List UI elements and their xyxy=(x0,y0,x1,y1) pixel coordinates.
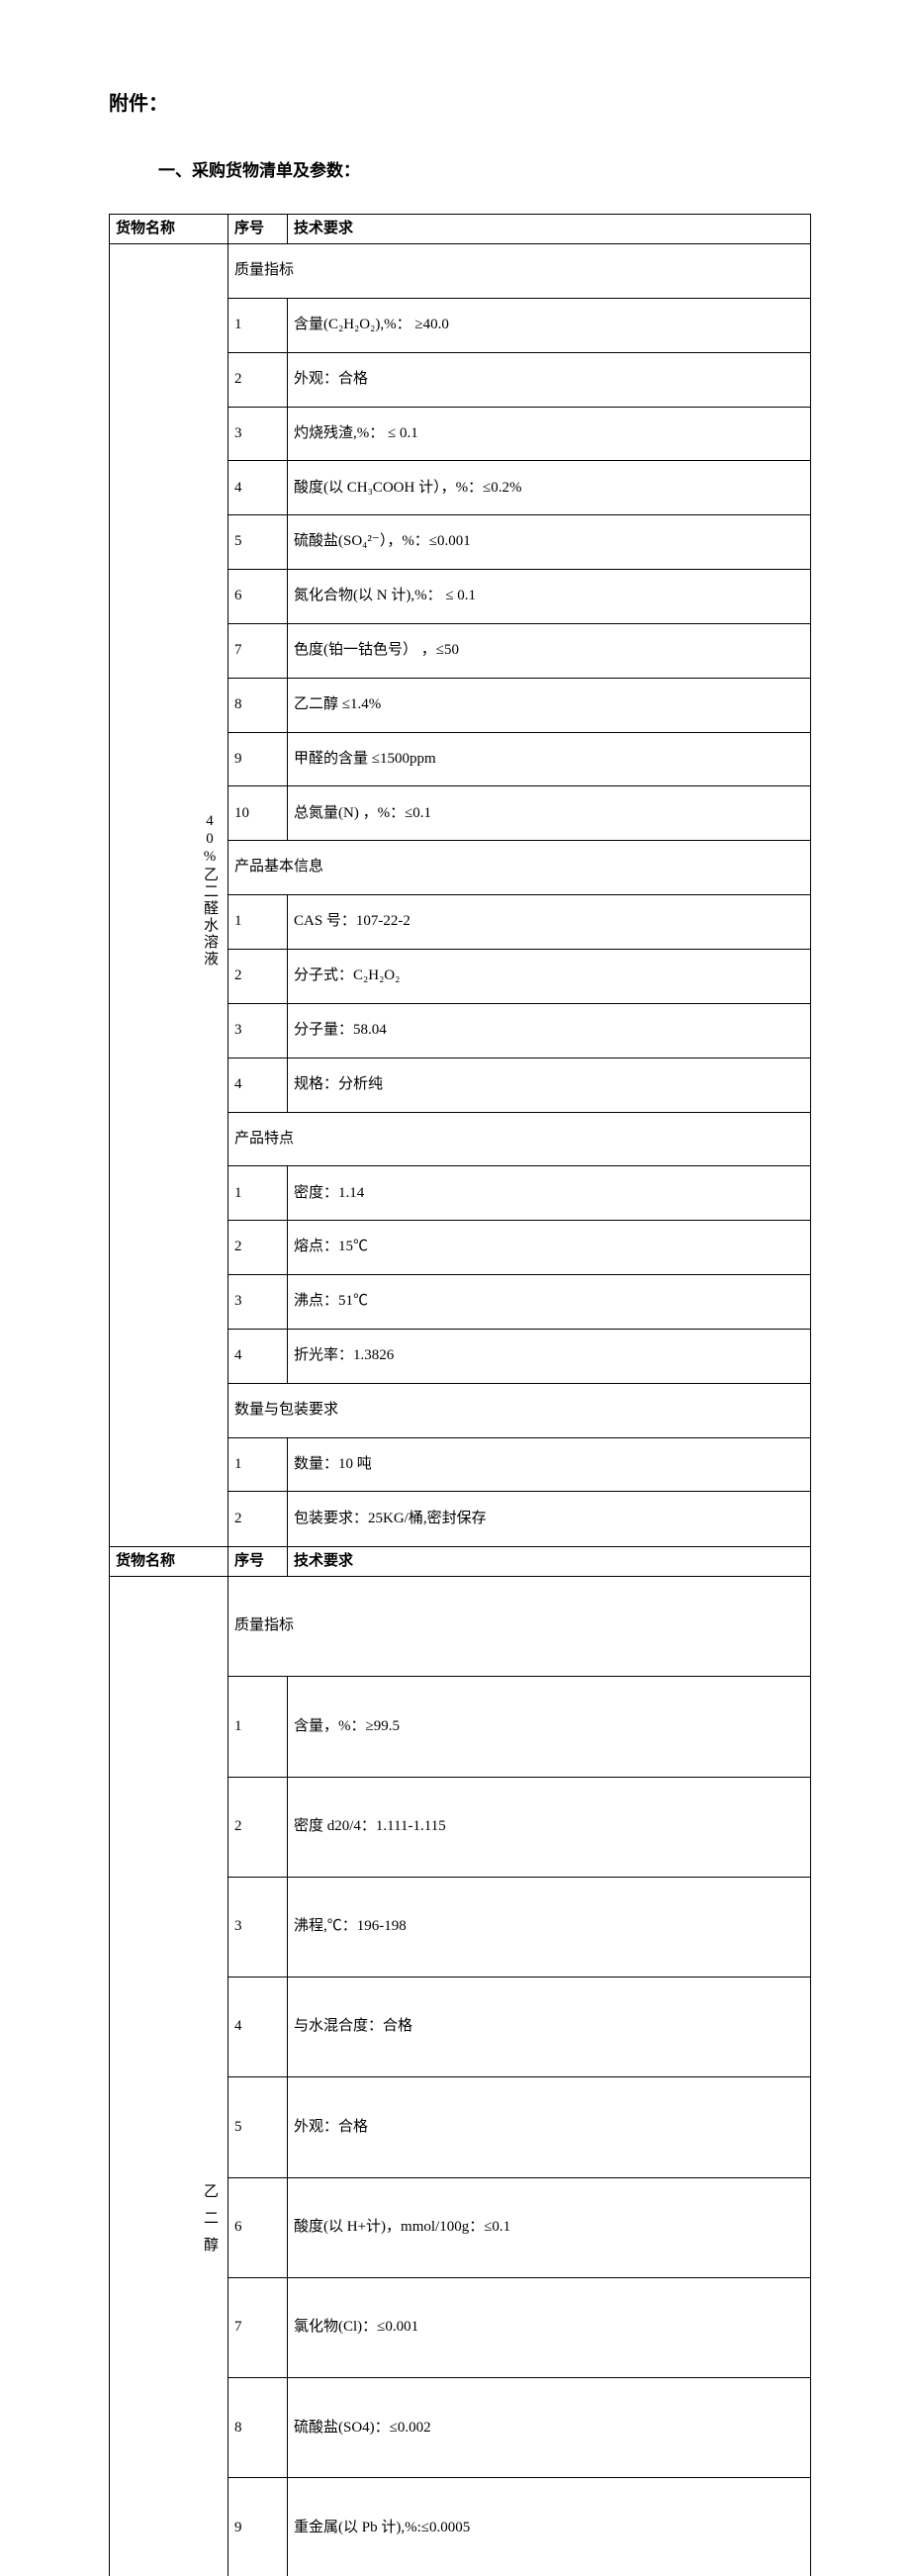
item1-sec-feat: 产品特点 xyxy=(228,1112,811,1166)
spec-cell: 硫酸盐(SO4)：≤0.002 xyxy=(288,2378,811,2478)
spec-cell: 密度：1.14 xyxy=(288,1166,811,1221)
idx: 6 xyxy=(228,570,288,624)
idx: 4 xyxy=(228,1058,288,1112)
spec-cell: 包装要求：25KG/桶,密封保存 xyxy=(288,1492,811,1546)
col-index: 序号 xyxy=(228,214,288,244)
spec-cell: 沸点：51℃ xyxy=(288,1275,811,1330)
item1-sec-basic: 产品基本信息 xyxy=(228,841,811,895)
idx: 3 xyxy=(228,1877,288,1977)
spec-cell: 酸度(以 CH₃COOH 计），%：≤0.2% xyxy=(288,461,811,515)
spec-cell: 与水混合度：合格 xyxy=(288,1978,811,2077)
spec-cell: 外观：合格 xyxy=(288,2077,811,2177)
spec-cell: 分子式：C₂H₂O₂ xyxy=(288,949,811,1003)
spec-cell: 数量：10 吨 xyxy=(288,1437,811,1492)
idx: 4 xyxy=(228,1978,288,2077)
table-header-row: 货物名称 序号 技术要求 xyxy=(110,214,811,244)
col-goods-name: 货物名称 xyxy=(110,214,228,244)
spec-cell: 总氮量(N) ，%：≤0.1 xyxy=(288,786,811,841)
spec-cell: 硫酸盐(SO₄²⁻），%：≤0.001 xyxy=(288,515,811,570)
idx: 1 xyxy=(228,1437,288,1492)
item2-name: 乙二醇 xyxy=(116,1579,222,2576)
idx: 1 xyxy=(228,298,288,352)
idx: 8 xyxy=(228,2378,288,2478)
section-heading: 一、采购货物清单及参数： xyxy=(158,158,811,184)
idx: 1 xyxy=(228,895,288,950)
idx: 3 xyxy=(228,407,288,461)
spec-cell: 酸度(以 H+计)，mmol/100g：≤0.1 xyxy=(288,2177,811,2277)
col-index: 序号 xyxy=(228,1546,288,1577)
idx: 1 xyxy=(228,1166,288,1221)
idx: 2 xyxy=(228,1492,288,1546)
idx: 6 xyxy=(228,2177,288,2277)
spec-cell: 含量(C₂H₂O₂),%： ≥40.0 xyxy=(288,298,811,352)
spec-cell: 规格：分析纯 xyxy=(288,1058,811,1112)
attachment-label: 附件： xyxy=(109,89,811,119)
idx: 5 xyxy=(228,515,288,570)
spec-table: 货物名称 序号 技术要求 40%乙二醛水溶液 质量指标 1含量(C₂H₂O₂),… xyxy=(109,214,811,2576)
idx: 4 xyxy=(228,1329,288,1383)
idx: 10 xyxy=(228,786,288,841)
item2-sec-quality: 质量指标 xyxy=(228,1577,811,1677)
idx: 9 xyxy=(228,732,288,786)
idx: 3 xyxy=(228,1003,288,1058)
spec-cell: 分子量：58.04 xyxy=(288,1003,811,1058)
col-goods-name: 货物名称 xyxy=(110,1546,228,1577)
spec-cell: 氯化物(Cl)：≤0.001 xyxy=(288,2277,811,2377)
spec-cell: 甲醛的含量 ≤1500ppm xyxy=(288,732,811,786)
table-header-row: 货物名称 序号 技术要求 xyxy=(110,1546,811,1577)
spec-cell: 重金属(以 Pb 计),%:≤0.0005 xyxy=(288,2478,811,2576)
idx: 7 xyxy=(228,2277,288,2377)
spec-cell: 外观：合格 xyxy=(288,352,811,407)
idx: 8 xyxy=(228,678,288,732)
item1-name: 40%乙二醛水溶液 xyxy=(116,246,222,1534)
spec-cell: 沸程,℃：196-198 xyxy=(288,1877,811,1977)
idx: 5 xyxy=(228,2077,288,2177)
idx: 1 xyxy=(228,1677,288,1777)
spec-cell: 折光率：1.3826 xyxy=(288,1329,811,1383)
idx: 7 xyxy=(228,623,288,678)
idx: 4 xyxy=(228,461,288,515)
idx: 9 xyxy=(228,2478,288,2576)
spec-cell: 密度 d20/4：1.111-1.115 xyxy=(288,1777,811,1877)
col-tech-req: 技术要求 xyxy=(288,1546,811,1577)
item2-name-cell: 乙二醇 xyxy=(110,1577,228,2576)
spec-cell: 含量，%：≥99.5 xyxy=(288,1677,811,1777)
spec-cell: 灼烧残渣,%： ≤ 0.1 xyxy=(288,407,811,461)
item1-sec-quality: 质量指标 xyxy=(228,244,811,299)
spec-cell: 色度(铂一钴色号） ，≤50 xyxy=(288,623,811,678)
spec-cell: CAS 号：107-22-2 xyxy=(288,895,811,950)
idx: 2 xyxy=(228,352,288,407)
item1-name-cell: 40%乙二醛水溶液 xyxy=(110,244,228,1547)
idx: 3 xyxy=(228,1275,288,1330)
spec-cell: 氮化合物(以 N 计),%： ≤ 0.1 xyxy=(288,570,811,624)
item1-sec-pack: 数量与包装要求 xyxy=(228,1383,811,1437)
col-tech-req: 技术要求 xyxy=(288,214,811,244)
spec-cell: 熔点：15℃ xyxy=(288,1221,811,1275)
idx: 2 xyxy=(228,1221,288,1275)
idx: 2 xyxy=(228,949,288,1003)
idx: 2 xyxy=(228,1777,288,1877)
spec-cell: 乙二醇 ≤1.4% xyxy=(288,678,811,732)
